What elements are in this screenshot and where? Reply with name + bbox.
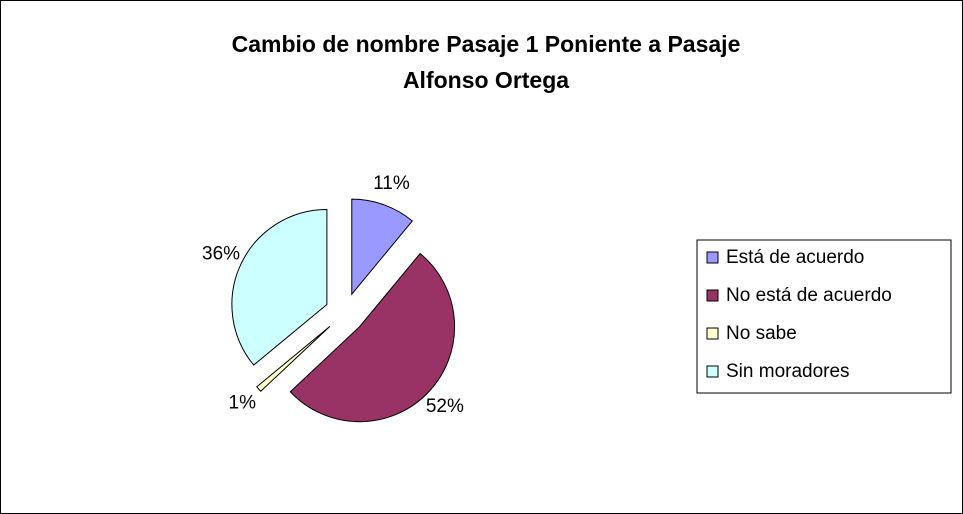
legend-label: No sabe [726,323,797,344]
legend-label: No está de acuerdo [726,285,892,306]
data-label: 36% [202,244,240,265]
pie-slice [351,198,414,296]
legend-label: Está de acuerdo [726,247,864,268]
chart-title: Cambio de nombre Pasaje 1 Poniente a Pas… [231,31,741,93]
legend-swatch [706,365,719,378]
data-label: 52% [426,396,464,417]
pie-slice [231,208,328,366]
legend-swatch [706,327,719,340]
legend-box [696,239,952,394]
legend-label: Sin moradores [726,361,850,382]
data-label: 1% [229,393,257,414]
pie-slice [256,325,331,392]
data-label: 11% [373,173,410,194]
legend-swatch [706,289,719,302]
legend-swatch [706,251,719,264]
pie-slice [289,252,455,423]
